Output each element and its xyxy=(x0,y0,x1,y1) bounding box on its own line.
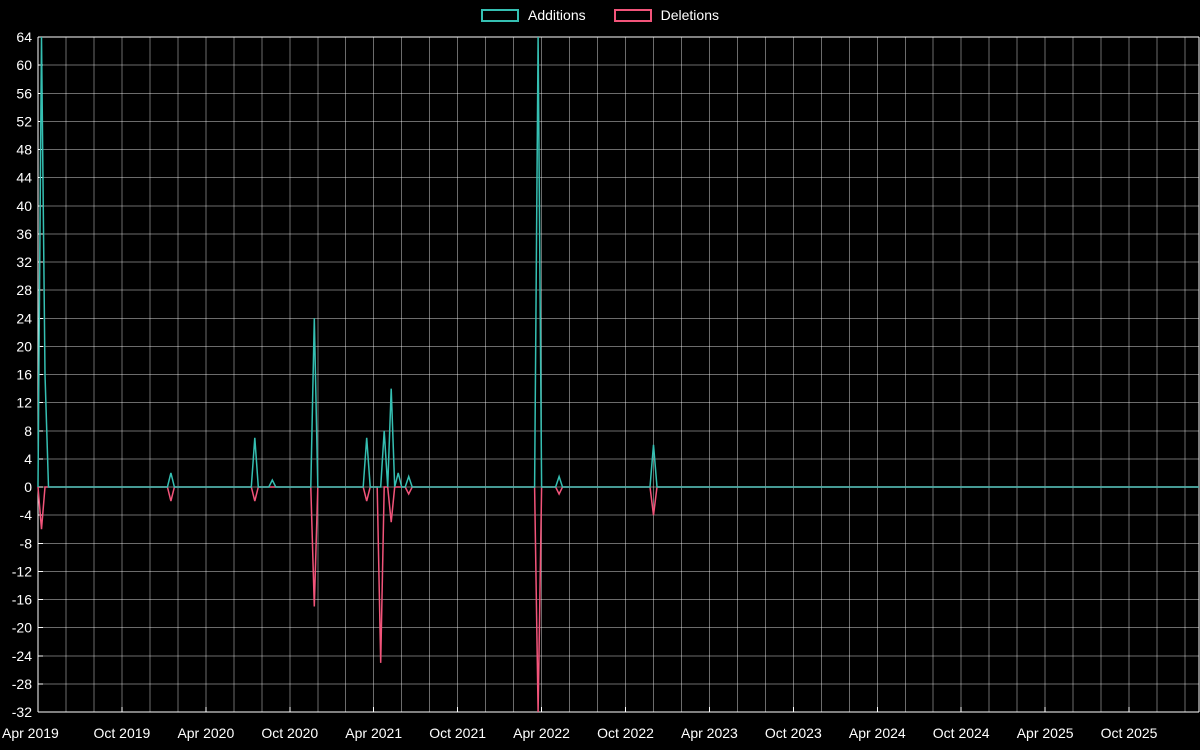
x-tick-label: Apr 2023 xyxy=(681,725,738,741)
x-tick-label: Oct 2025 xyxy=(1101,725,1158,741)
y-tick-label: 56 xyxy=(16,85,32,101)
x-tick-label: Oct 2021 xyxy=(429,725,486,741)
y-tick-label: -4 xyxy=(20,507,33,523)
y-tick-label: -8 xyxy=(20,535,33,551)
y-tick-label: 44 xyxy=(16,170,32,186)
additions-line xyxy=(37,36,1199,488)
x-tick-label: Oct 2023 xyxy=(765,725,822,741)
y-tick-label: 40 xyxy=(16,198,32,214)
x-tick-label: Oct 2024 xyxy=(933,725,990,741)
legend-item-additions: Additions xyxy=(481,7,586,23)
y-tick-label: -16 xyxy=(12,592,32,608)
y-tick-label: 36 xyxy=(16,226,32,242)
legend-item-deletions: Deletions xyxy=(613,7,719,23)
y-tick-label: 32 xyxy=(16,254,32,270)
x-tick-label: Oct 2022 xyxy=(597,725,654,741)
x-tick-label: Apr 2020 xyxy=(177,725,234,741)
y-tick-label: -32 xyxy=(12,704,32,720)
y-tick-label: 4 xyxy=(24,451,32,467)
x-tick-label: Apr 2022 xyxy=(513,725,570,741)
y-tick-label: -28 xyxy=(12,676,32,692)
x-tick-label: Oct 2020 xyxy=(261,725,318,741)
x-tick-label: Apr 2021 xyxy=(345,725,402,741)
additions-swatch xyxy=(481,8,520,22)
y-tick-label: 8 xyxy=(24,423,32,439)
x-tick-label: Apr 2024 xyxy=(849,725,906,741)
y-tick-label: -24 xyxy=(12,648,32,664)
y-tick-label: 24 xyxy=(16,310,32,326)
x-tick-label: Oct 2019 xyxy=(94,725,151,741)
y-tick-label: 64 xyxy=(16,29,32,45)
x-tick-label: Apr 2025 xyxy=(1017,725,1074,741)
y-tick-label: 60 xyxy=(16,57,32,73)
deletions-swatch xyxy=(613,8,652,22)
additions-legend-label: Additions xyxy=(528,7,586,23)
y-tick-label: 16 xyxy=(16,367,32,383)
y-tick-label: -12 xyxy=(12,563,32,579)
y-tick-label: 12 xyxy=(16,395,32,411)
y-tick-label: -20 xyxy=(12,620,32,636)
y-tick-label: 48 xyxy=(16,142,32,158)
y-tick-label: 20 xyxy=(16,338,32,354)
deletions-legend-label: Deletions xyxy=(660,7,719,23)
y-tick-label: 28 xyxy=(16,282,32,298)
y-tick-label: 0 xyxy=(24,479,32,495)
chart-legend: Additions Deletions xyxy=(0,7,1200,23)
x-tick-label: Apr 2019 xyxy=(2,725,59,741)
y-tick-label: 52 xyxy=(16,113,32,129)
